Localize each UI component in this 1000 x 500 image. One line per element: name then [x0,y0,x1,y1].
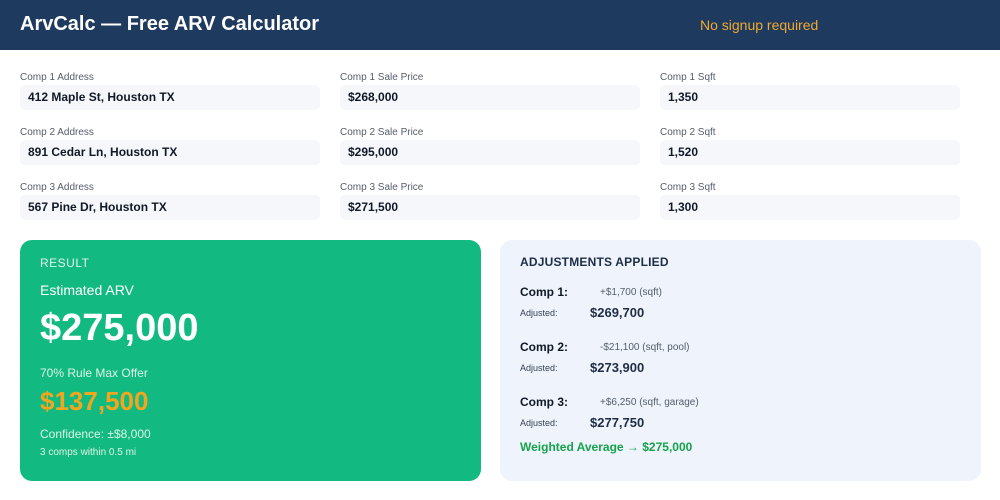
max-offer-value: $137,500 [40,386,149,416]
adjusted-label: Adjusted: [520,308,558,318]
comp-3-price-label: Comp 3 Sale Price [340,182,424,193]
weighted-average: Weighted Average → $275,000 [520,440,693,454]
comp-2-price-label: Comp 2 Sale Price [340,127,424,138]
adjustment-comp-name: Comp 1: [520,285,568,299]
comp-2-sqft-input[interactable]: 1,520 [660,140,960,165]
comp-2-address-input[interactable]: 891 Cedar Ln, Houston TX [20,140,320,165]
comp-2-address-label: Comp 2 Address [20,127,94,138]
adjusted-value: $269,700 [590,305,645,320]
adjusted-label: Adjusted: [520,363,558,373]
comp-2-price-field: Comp 2 Sale Price $295,000 [340,127,640,165]
comp-1-sqft-input[interactable]: 1,350 [660,85,960,110]
comp-2-sqft-field: Comp 2 Sqft 1,520 [660,127,960,165]
adjusted-label: Adjusted: [520,418,558,428]
comp-3-price-input[interactable]: $271,500 [340,195,640,220]
adjustment-comp-name: Comp 2: [520,340,568,354]
adjustments-heading: ADJUSTMENTS APPLIED [520,255,669,269]
comp-1-address-label: Comp 1 Address [20,72,94,83]
result-card: RESULT Estimated ARV $275,000 70% Rule M… [20,240,481,481]
comp-1-price-label: Comp 1 Sale Price [340,72,424,83]
adjustment-comp-name: Comp 3: [520,395,568,409]
comp-2-sqft-label: Comp 2 Sqft [660,127,716,138]
comp-3-price-field: Comp 3 Sale Price $271,500 [340,182,640,220]
comps-note: 3 comps within 0.5 mi [40,447,137,458]
comp-2-price-input[interactable]: $295,000 [340,140,640,165]
estimated-arv-value: $275,000 [40,307,199,349]
comp-2-address-field: Comp 2 Address 891 Cedar Ln, Houston TX [20,127,320,165]
confidence-text: Confidence: ±$8,000 [40,427,151,441]
signup-note: No signup required [700,17,819,33]
adjustments-card: ADJUSTMENTS APPLIED Comp 1: +$1,700 (sqf… [500,240,981,481]
comp-1-address-input[interactable]: 412 Maple St, Houston TX [20,85,320,110]
comp-1-address-field: Comp 1 Address 412 Maple St, Houston TX [20,72,320,110]
adjusted-value: $277,750 [590,415,645,430]
comp-3-address-label: Comp 3 Address [20,182,94,193]
comp-1-sqft-field: Comp 1 Sqft 1,350 [660,72,960,110]
comp-3-sqft-field: Comp 3 Sqft 1,300 [660,182,960,220]
estimated-arv-label: Estimated ARV [40,282,134,298]
app-header: ArvCalc — Free ARV Calculator No signup … [0,0,1000,50]
comp-3-sqft-label: Comp 3 Sqft [660,182,716,193]
comp-1-price-input[interactable]: $268,000 [340,85,640,110]
adjustment-delta: +$6,250 (sqft, garage) [600,397,699,408]
app-title: ArvCalc — Free ARV Calculator [20,13,319,35]
adjusted-value: $273,900 [590,360,645,375]
comp-3-sqft-input[interactable]: 1,300 [660,195,960,220]
adjustment-item: Comp 3: +$6,250 (sqft, garage) Adjusted:… [520,395,960,435]
comp-1-sqft-label: Comp 1 Sqft [660,72,716,83]
comp-3-address-field: Comp 3 Address 567 Pine Dr, Houston TX [20,182,320,220]
adjustment-delta: +$1,700 (sqft) [600,287,662,298]
comp-1-price-field: Comp 1 Sale Price $268,000 [340,72,640,110]
result-heading: RESULT [40,256,90,270]
adjustment-item: Comp 1: +$1,700 (sqft) Adjusted: $269,70… [520,285,960,325]
adjustment-item: Comp 2: -$21,100 (sqft, pool) Adjusted: … [520,340,960,380]
comp-3-address-input[interactable]: 567 Pine Dr, Houston TX [20,195,320,220]
max-offer-label: 70% Rule Max Offer [40,366,148,380]
adjustment-delta: -$21,100 (sqft, pool) [600,342,690,353]
